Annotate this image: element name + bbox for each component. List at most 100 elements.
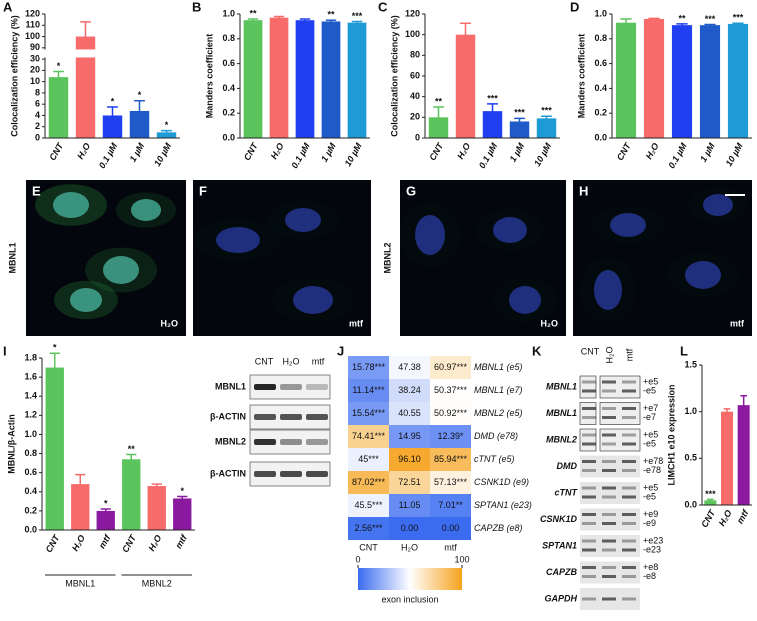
bar — [671, 25, 693, 138]
micrograph — [400, 180, 566, 336]
row-label: MBNL2 — [215, 436, 246, 446]
y-tick-label: 100 — [25, 31, 40, 41]
bar — [269, 17, 289, 138]
nucleus — [293, 286, 333, 314]
y-tick-label: 1.0 — [684, 406, 697, 416]
row-label: MBNL1 — [7, 243, 17, 274]
error-bar — [732, 22, 744, 25]
blot-band — [280, 471, 302, 477]
cell-label: 57.13*** — [434, 477, 468, 487]
blot-band — [254, 471, 276, 477]
row-label: MBNL1 — [215, 381, 246, 391]
x-tick-label: 1 µM — [698, 141, 717, 164]
bar — [482, 111, 503, 138]
gel-band — [622, 486, 636, 490]
blot-band — [254, 414, 276, 420]
error-bar — [75, 473, 86, 494]
y-tick-label: 60 — [410, 70, 420, 80]
gel-band — [582, 460, 596, 463]
isoform-label: -e5 — [643, 438, 656, 448]
significance: *** — [514, 108, 525, 118]
column-label: CNT — [359, 542, 378, 552]
y-tick-label: 0.8 — [594, 33, 607, 43]
significance: *** — [487, 93, 498, 103]
gel-band — [622, 460, 636, 463]
isoform-label: -e5 — [643, 491, 656, 501]
gel-band — [622, 522, 636, 525]
gel-band — [602, 469, 616, 472]
y-tick-label: 6 — [35, 99, 40, 109]
heatmap-cell — [389, 448, 430, 471]
bar — [96, 510, 115, 530]
panel-letter: C — [378, 0, 388, 14]
error-bar — [620, 18, 632, 27]
gel-band — [602, 539, 616, 543]
heatmap-cell — [389, 494, 430, 517]
significance: * — [180, 486, 184, 496]
x-tick-label: 1 µM — [319, 141, 338, 164]
gel-strip — [580, 455, 640, 478]
heatmap-cell — [430, 402, 471, 425]
cell-label: 38.24 — [398, 385, 421, 395]
gel-band — [622, 495, 636, 499]
row-label: cTNT (e5) — [474, 454, 515, 464]
bar — [615, 22, 637, 138]
heatmap-cell — [348, 448, 389, 471]
gel-band — [602, 522, 616, 525]
y-tick-label: 0.2 — [222, 108, 235, 118]
x-tick-label: CNT — [242, 140, 261, 162]
x-tick-label: 10 µM — [152, 141, 174, 168]
y-tick-label: 1.0 — [594, 8, 607, 18]
cell-label: 45.5*** — [354, 500, 383, 510]
gel-band — [602, 407, 616, 410]
cell-label: 12.39* — [437, 431, 464, 441]
y-tick-label: 0.4 — [594, 83, 607, 93]
nucleus — [131, 199, 161, 221]
gel-band — [602, 575, 616, 578]
heatmap-cell — [430, 471, 471, 494]
error-bar — [134, 100, 145, 122]
x-tick-label: H₂O — [146, 533, 163, 553]
y-tick-label: 0.6 — [24, 467, 37, 477]
error-bar — [351, 20, 363, 24]
gel-band — [622, 380, 636, 384]
y-axis-label: LIMCH1 e10 expression — [666, 384, 676, 485]
column-label: H₂O — [401, 542, 418, 552]
significance: * — [111, 96, 115, 106]
error-bar — [273, 15, 285, 19]
nucleus — [53, 192, 89, 218]
bar — [321, 21, 341, 138]
cell-label: 11.05 — [399, 500, 421, 510]
gel-band — [622, 469, 636, 472]
row-label: MBNL1 (e5) — [474, 362, 523, 372]
blot-band — [280, 439, 302, 445]
bar — [243, 20, 263, 139]
gel-band — [622, 442, 636, 446]
gel-band — [602, 433, 616, 437]
bar — [347, 22, 367, 138]
gene-label: SPTAN1 — [542, 540, 577, 550]
error-bar — [707, 498, 714, 502]
error-bar — [247, 18, 259, 22]
micrograph — [193, 180, 371, 336]
bar — [102, 115, 123, 138]
nucleus — [594, 270, 622, 310]
panel-letter: L — [680, 343, 688, 358]
lane-label: H₂O — [283, 356, 300, 366]
nucleus — [70, 288, 102, 312]
gel-lane-box — [579, 402, 597, 425]
error-bar — [49, 352, 60, 382]
x-tick-label: CNT — [47, 140, 66, 162]
panel-letter: B — [192, 0, 201, 14]
gel-lane-box — [599, 402, 641, 425]
error-bar — [433, 106, 444, 128]
x-tick-label: mtf — [173, 532, 189, 550]
image-label: mtf — [730, 318, 745, 328]
bar — [71, 484, 90, 530]
error-bar — [161, 129, 172, 135]
x-tick-label: 1 µM — [508, 141, 527, 164]
y-tick-label: 0.6 — [222, 58, 235, 68]
y-tick-label: 1.2 — [24, 410, 37, 420]
y-axis-label: MBNL/β-Actin — [6, 414, 16, 473]
panel-letter: F — [199, 183, 207, 198]
